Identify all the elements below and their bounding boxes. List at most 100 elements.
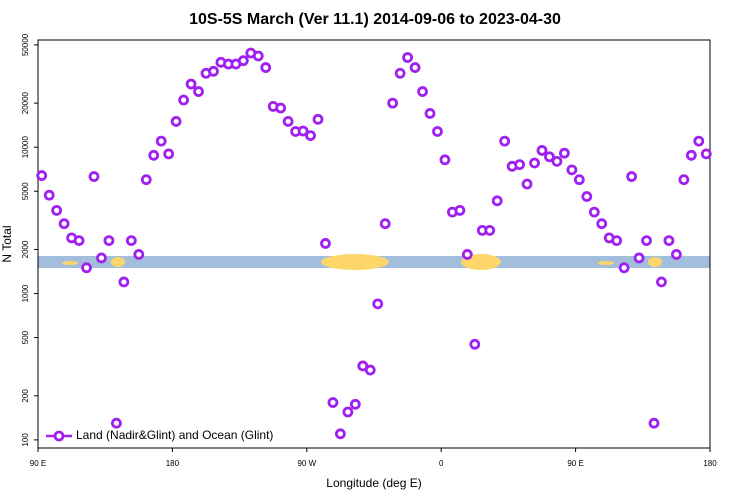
point: [111, 417, 122, 429]
point: [320, 238, 331, 249]
point: [656, 276, 667, 288]
point: [334, 428, 346, 440]
y-tick-label: 5000: [21, 182, 30, 200]
point: [424, 108, 436, 119]
point: [678, 174, 690, 186]
point: [566, 164, 578, 176]
point: [260, 62, 272, 73]
plot-frame: [37, 39, 711, 449]
point: [297, 125, 309, 137]
point: [514, 159, 525, 171]
point: [379, 218, 391, 230]
y-tick-label: 1000: [21, 284, 30, 302]
point: [275, 102, 287, 114]
point: [170, 116, 182, 127]
chart-title: 10S-5S March (Ver 11.1) 2014-09-06 to 20…: [189, 11, 561, 28]
land: [62, 261, 78, 265]
land: [648, 257, 662, 267]
point: [671, 249, 682, 260]
point: [491, 195, 503, 207]
point: [529, 157, 540, 169]
legend-marker: [53, 430, 65, 442]
point: [342, 406, 354, 418]
x-tick-label: 90 E: [30, 459, 46, 468]
point: [103, 235, 115, 246]
legend-label: Land (Nadir&Glint) and Ocean (Glint): [76, 428, 273, 442]
point: [81, 262, 92, 274]
point: [439, 154, 451, 166]
point: [51, 204, 63, 216]
point: [663, 235, 675, 246]
y-tick-label: 500: [21, 330, 30, 344]
point: [252, 50, 264, 62]
point: [185, 78, 197, 90]
point: [685, 149, 697, 161]
point: [484, 225, 496, 236]
point: [36, 170, 48, 181]
y-tick-label: 10000: [21, 136, 30, 159]
point: [125, 235, 137, 246]
y-axis-label: N Total: [0, 225, 14, 262]
y-tick-label: 20000: [21, 91, 30, 114]
point: [88, 171, 100, 182]
point: [588, 206, 600, 218]
y-tick-label: 2000: [21, 240, 30, 258]
point: [163, 148, 175, 160]
point: [626, 171, 637, 182]
point: [193, 86, 204, 97]
point: [208, 65, 219, 77]
point: [364, 364, 376, 376]
point: [409, 62, 421, 73]
point: [372, 298, 384, 310]
x-tick-label: 180: [166, 459, 180, 468]
point: [454, 204, 466, 216]
point: [155, 135, 167, 147]
point: [499, 135, 511, 147]
x-tick-label: 90 W: [297, 459, 316, 468]
point: [551, 155, 563, 167]
point: [133, 249, 145, 260]
point: [148, 149, 160, 161]
x-tick-label: 0: [439, 459, 444, 468]
y-tick-label: 200: [21, 389, 30, 403]
x-axis-label: Longitude (deg E): [326, 476, 421, 490]
point: [559, 147, 570, 159]
point: [618, 262, 630, 274]
point: [43, 189, 55, 201]
point: [633, 252, 645, 264]
point: [282, 116, 294, 127]
point: [96, 252, 107, 264]
point: [544, 151, 555, 163]
y-tick-label: 50000: [21, 33, 30, 56]
point: [312, 113, 324, 125]
point: [596, 218, 608, 230]
point: [327, 397, 339, 408]
point: [521, 178, 533, 190]
point: [118, 276, 130, 288]
point: [573, 174, 585, 186]
point: [387, 97, 399, 109]
point: [237, 55, 249, 67]
point: [700, 148, 712, 160]
point: [73, 235, 85, 246]
point: [461, 249, 473, 260]
point: [469, 338, 481, 350]
land: [321, 254, 389, 270]
y-tick-label: 100: [21, 433, 30, 447]
land: [598, 261, 614, 265]
x-tick-label: 180: [703, 459, 717, 468]
point: [349, 398, 361, 410]
land: [111, 257, 125, 267]
point: [140, 174, 152, 186]
point: [305, 130, 316, 141]
point: [432, 126, 443, 137]
point: [58, 218, 70, 230]
point: [611, 235, 623, 246]
point: [402, 52, 414, 63]
point: [536, 145, 548, 156]
point: [417, 86, 428, 97]
point: [178, 94, 190, 106]
point: [641, 235, 652, 246]
map-strip: [38, 254, 710, 270]
